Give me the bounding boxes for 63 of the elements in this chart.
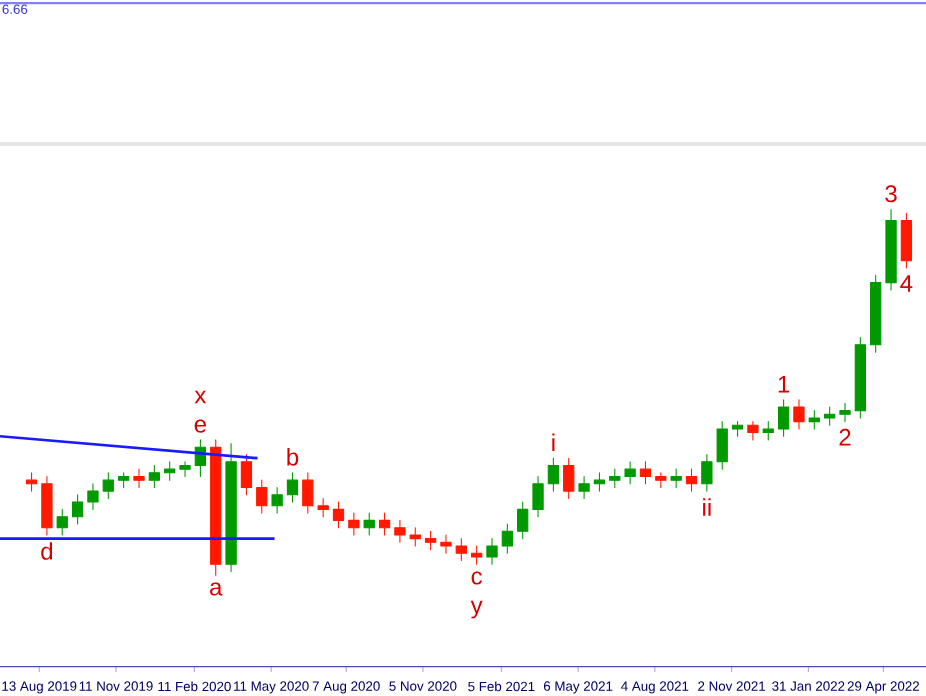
- candlestick: [685, 468, 698, 492]
- candlestick: [102, 472, 114, 499]
- candlestick: [808, 410, 820, 430]
- candlestick: [563, 457, 575, 499]
- candlestick: [133, 468, 145, 488]
- annotation: d: [41, 542, 53, 560]
- candlestick: [87, 483, 99, 510]
- candlestick: [71, 494, 84, 525]
- candlestick: [56, 508, 68, 536]
- candlestick: [670, 468, 682, 488]
- candlestick: [870, 274, 882, 353]
- annotation: 3: [885, 185, 897, 203]
- candlestick: [271, 486, 283, 514]
- candlestick: [655, 472, 667, 488]
- candlestick: [762, 421, 774, 441]
- annotation: 1: [778, 375, 790, 393]
- candlestick: [363, 512, 375, 536]
- candlestick: [547, 457, 560, 492]
- candlestick: [639, 461, 652, 485]
- candlestick: [593, 472, 606, 492]
- candlestick: [210, 439, 222, 576]
- candlestick: [394, 519, 406, 543]
- candlestick: [179, 461, 191, 478]
- annotation: ii: [703, 498, 711, 516]
- annotation: b: [287, 447, 299, 466]
- annotation: c: [471, 571, 483, 585]
- candlestick: [731, 421, 744, 437]
- candlestick: [256, 479, 268, 514]
- annotation: 2: [839, 428, 851, 446]
- candlestick: [777, 399, 790, 437]
- candlestick: [854, 336, 867, 419]
- candlestick: [225, 443, 237, 573]
- candlestick: [409, 527, 421, 547]
- candlestick: [348, 512, 360, 536]
- annotation: e: [194, 419, 207, 433]
- candlestick: [41, 475, 53, 536]
- candlestick: [747, 421, 759, 441]
- candlestick: [517, 501, 529, 540]
- candlestick: [501, 523, 513, 554]
- candlestick: [839, 402, 851, 423]
- candlestick: [332, 501, 345, 529]
- candlestick: [240, 453, 253, 496]
- candlestick: [471, 545, 483, 565]
- candlestick: [286, 472, 299, 503]
- annotation: y: [470, 600, 483, 619]
- candlestick: [532, 475, 544, 518]
- candlestick: [424, 530, 437, 551]
- candlestick: [118, 472, 130, 488]
- candlestick: [148, 464, 160, 488]
- candlestick: [486, 538, 498, 565]
- annotation: i: [552, 433, 555, 451]
- candlestick: [440, 534, 452, 554]
- candlestick: [793, 399, 805, 430]
- candlestick: [455, 538, 467, 562]
- candlestick: [25, 472, 38, 492]
- annotation: x: [194, 390, 207, 404]
- candlestick: [578, 475, 590, 499]
- candlestick: [885, 208, 897, 291]
- annotation: a: [210, 582, 223, 596]
- candlestick: [378, 512, 391, 536]
- candlestick: [823, 406, 836, 426]
- annotation: 4: [900, 275, 913, 292]
- candlestick: [900, 212, 913, 269]
